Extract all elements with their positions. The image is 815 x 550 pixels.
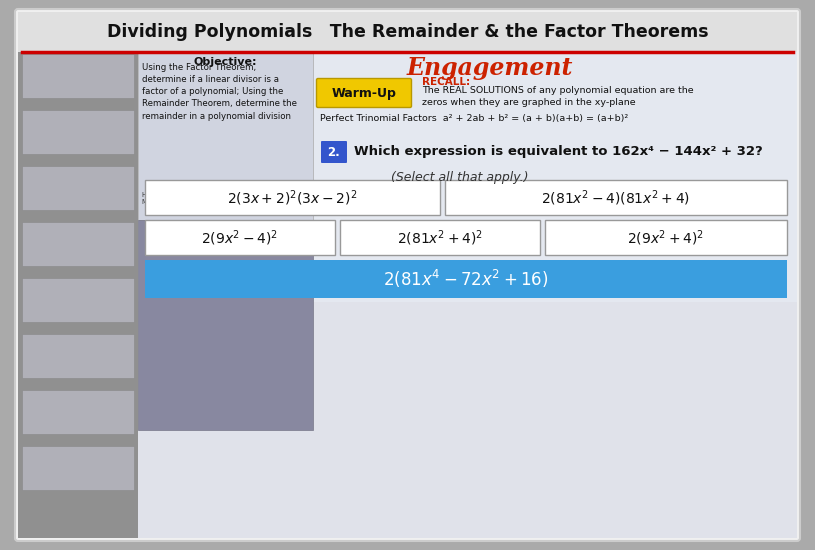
Text: $2(9x^2-4)^2$: $2(9x^2-4)^2$	[201, 228, 279, 248]
Bar	[22, 222, 134, 266]
Text: Using the Factor Theorem,
determine if a linear divisor is a
factor of a polynom: Using the Factor Theorem, determine if a…	[142, 63, 297, 120]
Bar	[138, 220, 313, 430]
Bar	[138, 52, 797, 538]
Bar	[145, 260, 787, 298]
Text: Which expression is equivalent to 162x⁴ − 144x² + 32?: Which expression is equivalent to 162x⁴ …	[354, 146, 763, 158]
Bar	[22, 166, 134, 210]
Bar	[545, 220, 787, 255]
Bar	[22, 278, 134, 322]
Bar	[18, 52, 138, 538]
Text: $2(9x^2+4)^2$: $2(9x^2+4)^2$	[628, 228, 705, 248]
Bar	[22, 446, 134, 490]
Text: (Select all that apply.): (Select all that apply.)	[391, 172, 529, 184]
Text: Engagement: Engagement	[407, 56, 573, 80]
Bar	[145, 220, 335, 255]
Bar	[22, 54, 134, 98]
Text: The REAL SOLUTIONS of any polynomial equation are the
zeros when they are graphe: The REAL SOLUTIONS of any polynomial equ…	[422, 86, 694, 107]
FancyBboxPatch shape	[321, 141, 347, 163]
Bar	[138, 52, 313, 220]
Text: Objective:: Objective:	[193, 57, 257, 67]
Text: $2(81x^2+4)^2$: $2(81x^2+4)^2$	[397, 228, 483, 248]
Bar	[145, 180, 440, 215]
Text: HSA.APR.B.2, HSA.APR.D.4, HSE.CIE.A.1, MP1,
MPL LO 1: HSA.APR.B.2, HSA.APR.D.4, HSE.CIE.A.1, M…	[142, 192, 293, 205]
Text: $2(81x^4-72x^2+16)$: $2(81x^4-72x^2+16)$	[383, 268, 548, 290]
Bar	[22, 110, 134, 154]
Bar	[18, 12, 797, 52]
Text: RECALL:: RECALL:	[422, 77, 470, 87]
Bar	[22, 334, 134, 378]
Text: $2(3x+2)^2(3x-2)^2$: $2(3x+2)^2(3x-2)^2$	[227, 188, 357, 208]
Bar	[340, 220, 540, 255]
Bar	[445, 180, 787, 215]
FancyBboxPatch shape	[316, 79, 412, 107]
Text: 2.: 2.	[328, 146, 341, 158]
Bar	[138, 302, 797, 538]
Text: Perfect Trinomial Factors  a² + 2ab + b² = (a + b)(a+b) = (a+b)²: Perfect Trinomial Factors a² + 2ab + b² …	[320, 114, 628, 123]
Bar	[148, 225, 288, 250]
Text: Dividing Polynomials The Remainder & the Factor Theorems: Dividing Polynomials The Remainder & the…	[108, 23, 709, 41]
Bar	[22, 390, 134, 434]
Text: $2(81x^2-4)(81x^2+4)$: $2(81x^2-4)(81x^2+4)$	[541, 188, 690, 208]
FancyBboxPatch shape	[15, 9, 800, 541]
Text: Warm-Up: Warm-Up	[332, 86, 396, 100]
